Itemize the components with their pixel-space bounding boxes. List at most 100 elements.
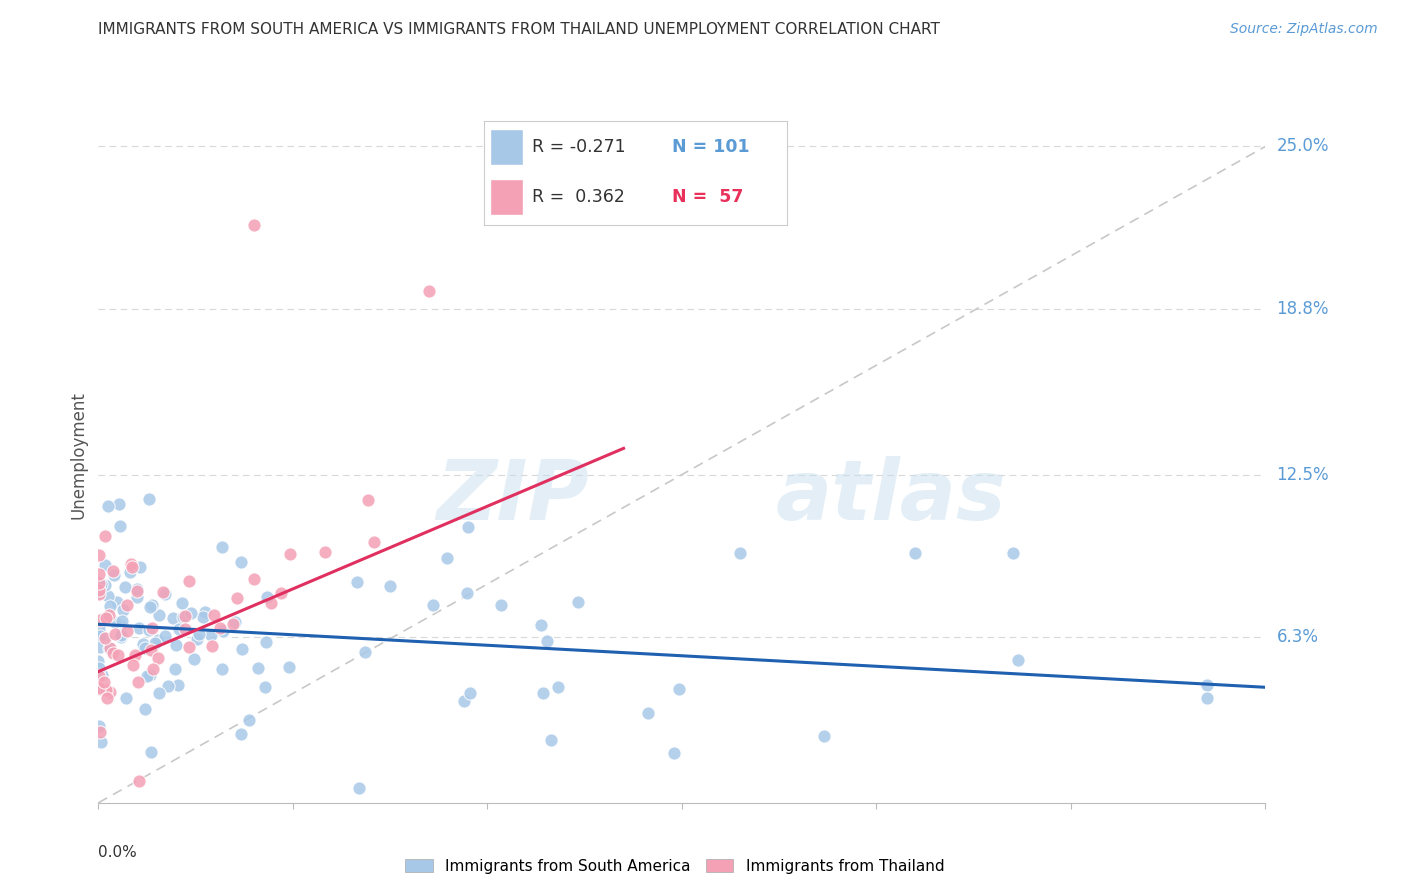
Point	[457, 520, 479, 534]
Point	[114, 581, 136, 595]
Point	[97, 500, 120, 514]
Point	[155, 587, 177, 601]
Point	[256, 634, 278, 648]
Point	[162, 611, 184, 625]
Point	[87, 566, 110, 581]
Point	[128, 774, 150, 789]
Point	[134, 640, 156, 655]
Point	[141, 745, 163, 759]
Point	[87, 654, 110, 668]
Point	[211, 662, 233, 676]
Point	[211, 540, 233, 554]
Point	[229, 555, 252, 569]
Text: IMMIGRANTS FROM SOUTH AMERICA VS IMMIGRANTS FROM THAILAND UNEMPLOYMENT CORRELATI: IMMIGRANTS FROM SOUTH AMERICA VS IMMIGRA…	[98, 22, 941, 37]
Point	[353, 645, 375, 659]
Point	[89, 577, 111, 591]
Point	[124, 648, 146, 662]
Point	[256, 590, 278, 604]
Point	[155, 629, 177, 643]
Point	[104, 615, 127, 629]
Point	[141, 643, 163, 657]
Point	[148, 608, 170, 623]
Point	[98, 641, 121, 656]
Point	[87, 661, 110, 675]
Point	[128, 621, 150, 635]
Point	[436, 550, 458, 565]
Point	[183, 652, 205, 666]
Point	[122, 657, 145, 672]
Point	[662, 746, 685, 760]
Point	[229, 727, 252, 741]
Point	[456, 586, 478, 600]
Point	[231, 642, 253, 657]
Point	[127, 675, 149, 690]
Point	[87, 669, 110, 683]
Point	[89, 719, 111, 733]
Point	[94, 578, 117, 592]
Point	[94, 632, 117, 646]
Text: Source: ZipAtlas.com: Source: ZipAtlas.com	[1230, 22, 1378, 37]
Point	[418, 284, 440, 298]
Point	[668, 681, 690, 696]
Point	[97, 589, 120, 603]
Point	[270, 586, 292, 600]
Point	[243, 218, 266, 232]
Point	[115, 624, 138, 639]
Point	[547, 680, 569, 694]
Point	[89, 640, 111, 654]
Point	[277, 660, 299, 674]
Point	[201, 639, 224, 653]
Text: 25.0%: 25.0%	[1277, 137, 1329, 155]
Point	[260, 596, 283, 610]
Point	[129, 560, 152, 574]
Point	[87, 681, 110, 695]
Point	[89, 614, 111, 628]
Point	[114, 691, 136, 706]
Point	[314, 545, 336, 559]
Point	[172, 610, 194, 624]
Point	[173, 609, 195, 624]
Point	[226, 591, 249, 606]
Point	[93, 675, 115, 690]
Point	[110, 627, 132, 641]
Text: 0.0%: 0.0%	[98, 845, 138, 860]
Point	[169, 622, 191, 636]
Point	[90, 735, 112, 749]
Point	[108, 518, 131, 533]
Point	[458, 686, 481, 700]
Point	[110, 630, 132, 644]
Point	[134, 701, 156, 715]
Point	[363, 535, 385, 549]
Point	[173, 622, 195, 636]
Point	[90, 577, 112, 591]
Point	[125, 582, 148, 597]
Point	[222, 616, 245, 631]
Point	[93, 558, 115, 572]
Point	[121, 560, 143, 574]
Point	[89, 629, 111, 643]
Point	[1001, 546, 1024, 560]
Point	[165, 662, 187, 676]
Point	[105, 595, 128, 609]
Point	[146, 632, 169, 647]
Legend: Immigrants from South America, Immigrants from Thailand: Immigrants from South America, Immigrant…	[399, 853, 950, 880]
Point	[91, 668, 114, 682]
Point	[1007, 653, 1029, 667]
Point	[108, 497, 131, 511]
Point	[191, 610, 214, 624]
Text: 12.5%: 12.5%	[1277, 466, 1329, 483]
Text: ZIP: ZIP	[436, 456, 589, 537]
Point	[112, 603, 135, 617]
Point	[89, 724, 111, 739]
Point	[87, 548, 110, 562]
Point	[567, 595, 589, 609]
Point	[87, 680, 110, 694]
Point	[453, 694, 475, 708]
Point	[111, 615, 134, 629]
Point	[530, 618, 553, 632]
Point	[242, 572, 264, 586]
Point	[96, 691, 118, 706]
Point	[531, 685, 554, 699]
Point	[378, 579, 401, 593]
Point	[132, 637, 155, 651]
